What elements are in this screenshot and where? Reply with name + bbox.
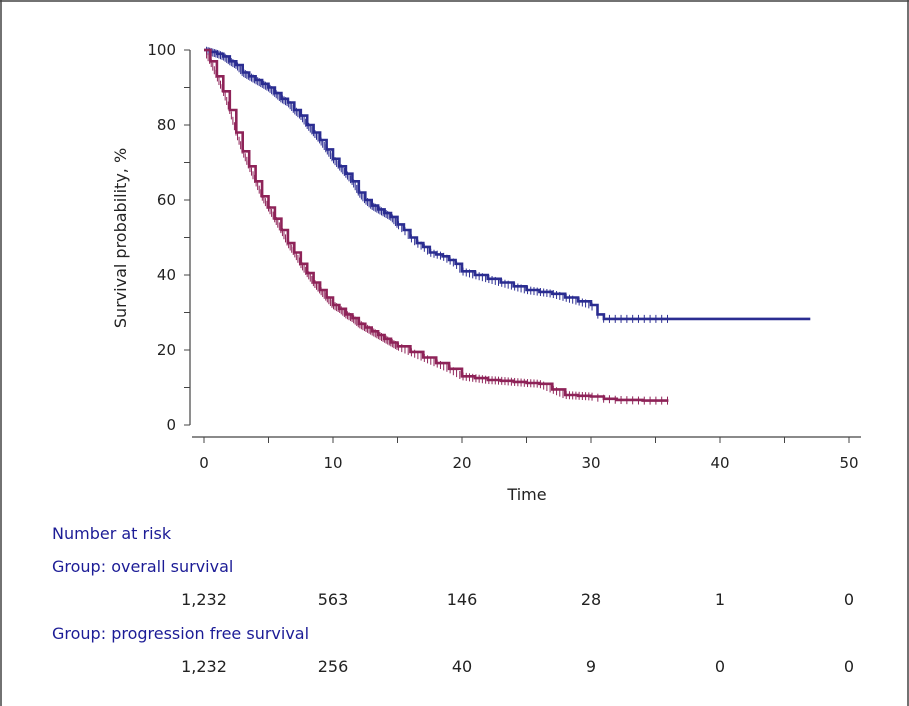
- risk-value: 146: [446, 590, 478, 609]
- risk-value: 256: [317, 657, 349, 676]
- risk-table-title: Number at risk: [52, 524, 172, 543]
- series-overall: [204, 46, 811, 323]
- risk-value: 40: [451, 657, 473, 676]
- y-tick-label: 80: [157, 116, 176, 134]
- x-tick-label: 20: [452, 454, 471, 472]
- risk-value: 0: [714, 657, 726, 676]
- risk-value: 0: [843, 657, 855, 676]
- x-tick-label: 50: [839, 454, 858, 472]
- y-tick-label: 40: [157, 266, 176, 284]
- y-axis-title: Survival probability, %: [111, 148, 130, 328]
- risk-value: 563: [317, 590, 349, 609]
- y-tick-label: 100: [147, 41, 176, 59]
- risk-value: 0: [843, 590, 855, 609]
- censor-marks-overall: [206, 46, 668, 323]
- series-layer: [204, 46, 811, 405]
- x-tick-label: 0: [199, 454, 209, 472]
- censor-marks-pfs: [206, 50, 668, 405]
- y-tick-label: 60: [157, 191, 176, 209]
- axes: 0 20 40 60 80 100 0 10 20 30 40 50: [147, 41, 861, 472]
- x-tick-label: 40: [710, 454, 729, 472]
- series-line-pfs: [204, 48, 669, 402]
- risk-value: 1,232: [181, 590, 227, 609]
- risk-value: 9: [585, 657, 597, 676]
- risk-value: 1,232: [181, 657, 227, 676]
- y-tick-label: 0: [166, 416, 176, 434]
- y-tick-label: 20: [157, 341, 176, 359]
- x-axis-title: Time: [506, 485, 546, 504]
- risk-value: 1: [714, 590, 726, 609]
- risk-group-overall-label: Group: overall survival: [52, 557, 234, 576]
- series-line-overall: [204, 48, 811, 321]
- risk-group-pfs-label: Group: progression free survival: [52, 624, 310, 643]
- x-tick-label: 30: [581, 454, 600, 472]
- series-pfs: [204, 48, 669, 405]
- risk-value: 28: [580, 590, 602, 609]
- x-tick-label: 10: [323, 454, 342, 472]
